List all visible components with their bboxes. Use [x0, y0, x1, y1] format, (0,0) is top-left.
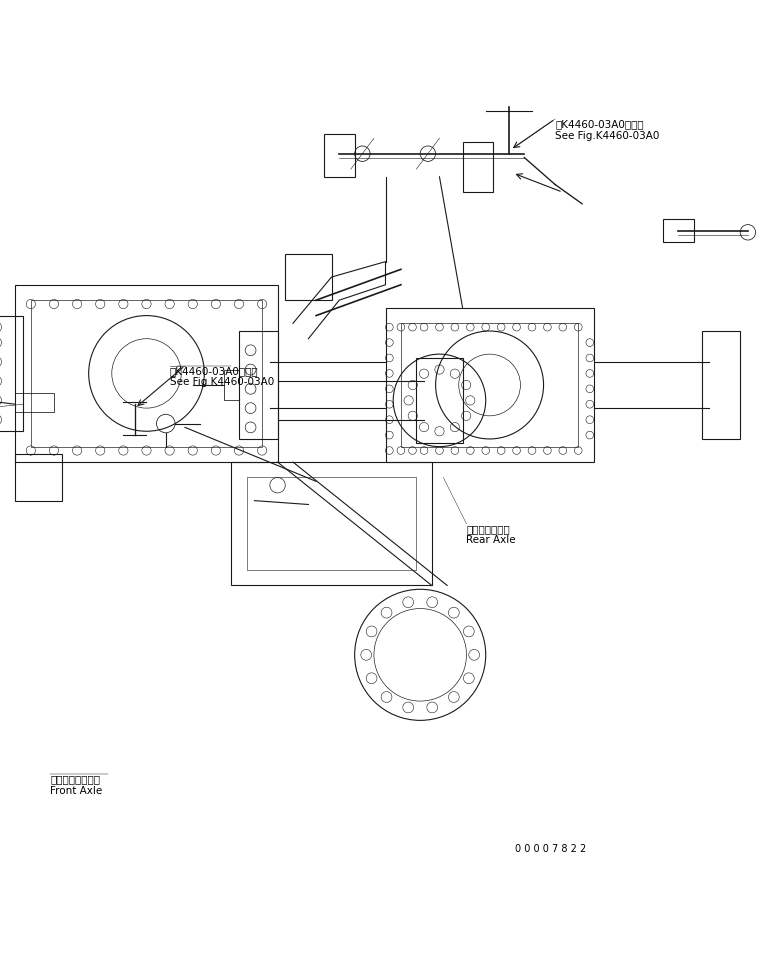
Text: 第K4460-03A0図参照
See Fig.K4460-03A0: 第K4460-03A0図参照 See Fig.K4460-03A0 — [555, 119, 659, 140]
Text: リヤーアクスル
Rear Axle: リヤーアクスル Rear Axle — [466, 523, 516, 545]
Text: 第K4460-03A0図参照
See Fig K4460-03A0: 第K4460-03A0図参照 See Fig K4460-03A0 — [170, 366, 274, 388]
Text: フロントアクスル
Front Axle: フロントアクスル Front Axle — [50, 775, 103, 796]
Text: 0 0 0 0 7 8 2 2: 0 0 0 0 7 8 2 2 — [515, 844, 586, 854]
